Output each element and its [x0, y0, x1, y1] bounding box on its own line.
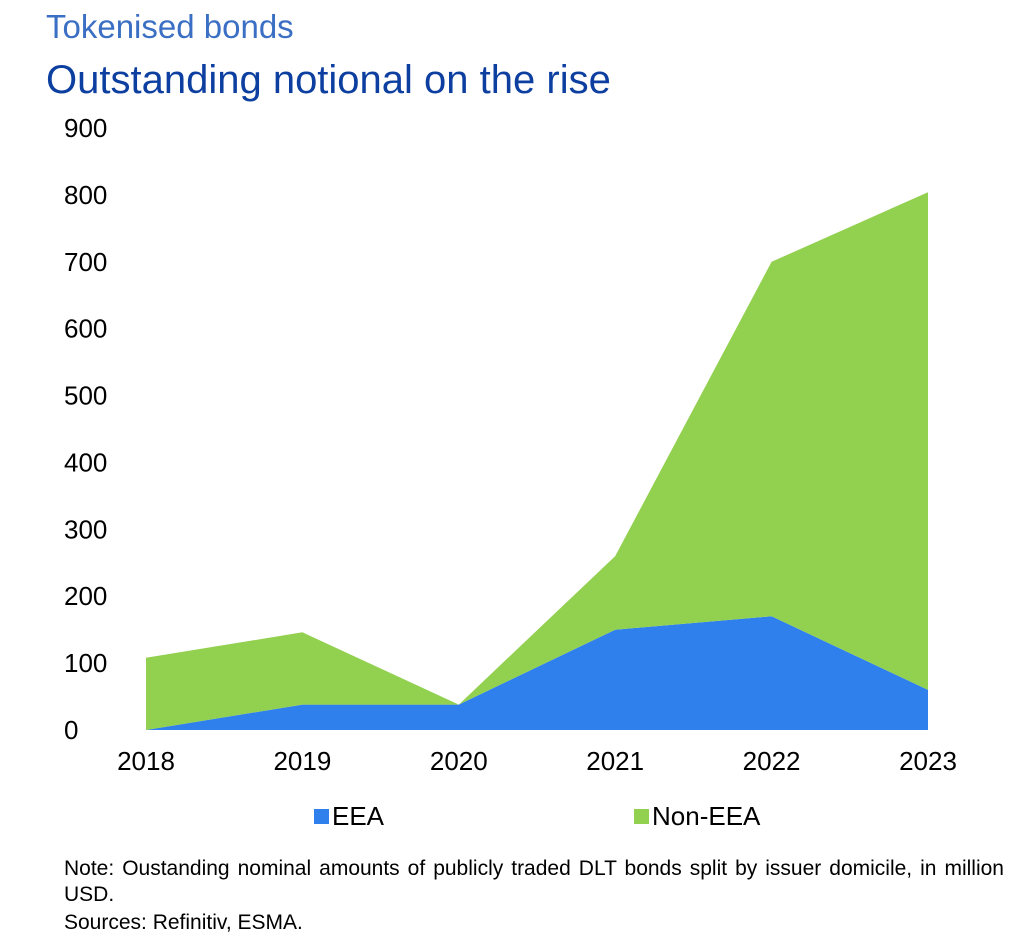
x-tick-label: 2020: [430, 746, 488, 776]
legend-label: EEA: [332, 801, 385, 831]
area-series-non-eea: [146, 192, 928, 730]
y-axis: 0 100 200 300 400 500 600 700 800 900: [64, 113, 107, 745]
x-axis: 2018 2019 2020 2021 2022 2023: [117, 746, 957, 776]
y-tick-label: 400: [64, 447, 107, 477]
y-tick-label: 200: [64, 581, 107, 611]
y-tick-label: 300: [64, 514, 107, 544]
chart-kicker: Tokenised bonds: [46, 8, 294, 45]
y-tick-label: 900: [64, 113, 107, 143]
y-tick-label: 700: [64, 247, 107, 277]
area-series-eea: [146, 616, 928, 730]
y-tick-label: 500: [64, 381, 107, 411]
chart-note: Note: Oustanding nominal amounts of publ…: [64, 857, 1004, 906]
legend-swatch: [314, 809, 329, 824]
x-tick-label: 2022: [743, 746, 801, 776]
legend-swatch: [634, 809, 649, 824]
x-tick-label: 2021: [586, 746, 644, 776]
y-tick-label: 800: [64, 180, 107, 210]
chart-title: Outstanding notional on the rise: [46, 58, 611, 102]
x-tick-label: 2023: [899, 746, 957, 776]
y-tick-label: 100: [64, 648, 107, 678]
legend-label: Non-EEA: [652, 801, 761, 831]
legend: EEA Non-EEA: [314, 801, 761, 831]
y-tick-label: 600: [64, 314, 107, 344]
y-tick-label: 0: [64, 715, 78, 745]
plot-areas: [146, 192, 928, 730]
chart-sources: Sources: Refinitiv, ESMA.: [64, 911, 303, 934]
x-tick-label: 2018: [117, 746, 175, 776]
x-tick-label: 2019: [273, 746, 331, 776]
